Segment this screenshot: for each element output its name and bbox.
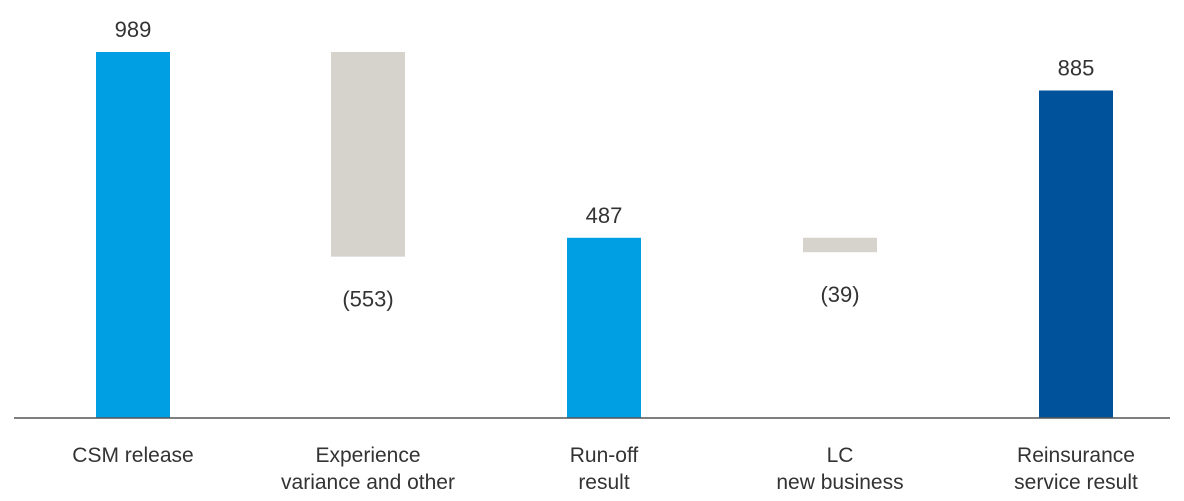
category-label-3-line-0: LC (827, 444, 854, 467)
value-label-4: 885 (1058, 55, 1095, 80)
category-label-3-line-1: new business (776, 471, 903, 494)
category-label-1-line-1: variance and other (281, 471, 455, 494)
category-label-2-line-1: result (578, 471, 630, 494)
category-label-4-line-1: service result (1014, 471, 1138, 494)
bar-4 (1039, 90, 1113, 418)
value-label-3: (39) (820, 282, 859, 307)
bar-1 (331, 52, 405, 257)
value-label-1: (553) (342, 287, 393, 312)
category-label-3: LC new business (776, 444, 903, 494)
value-label-0: 989 (115, 17, 152, 42)
category-label-0-line-0: CSM release (72, 444, 193, 467)
category-label-4: Reinsurance service result (1014, 444, 1138, 494)
value-label-2: 487 (586, 203, 623, 228)
category-labels-group: CSM release Experience variance and other R… (72, 444, 1138, 494)
category-label-1: Experience variance and other (281, 444, 455, 494)
category-label-4-line-0: Reinsurance (1017, 444, 1135, 467)
bar-0 (96, 52, 170, 418)
bar-3 (803, 237, 877, 253)
category-label-2-line-0: Run-off (570, 444, 639, 467)
category-label-0: CSM release (72, 444, 193, 467)
category-label-1-line-0: Experience (315, 444, 420, 467)
category-label-2: Run-off result (570, 444, 639, 494)
value-labels-group: 989 (553) 487 (39) 885 (115, 17, 1095, 312)
bar-2 (567, 237, 641, 418)
bars-group (96, 52, 1113, 418)
